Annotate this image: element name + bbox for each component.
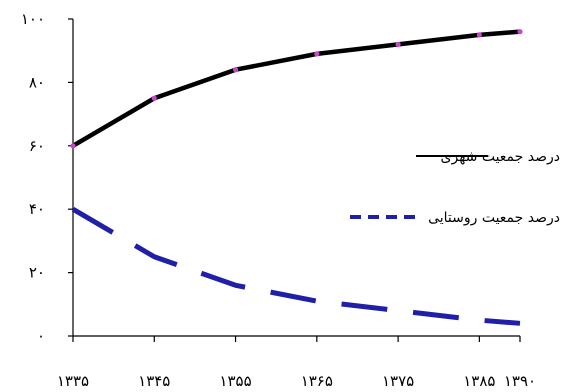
chart-axes: ۰ ۲۰ ۴۰ ۶۰ ۸۰ ۱۰۰ ۱۳۳۵ ۱۳۴۵ ۱۳۵۵ ۱۳۶۵ ۱۳۷۵ ۱۳۸۵ ۱۳۹۰ — [21, 10, 536, 390]
y-tick-label: ۰ — [37, 327, 45, 345]
legend-label-urban: درصد جمعیت شهری — [441, 149, 560, 165]
x-tick-label: ۱۳۳۵ — [57, 372, 89, 390]
x-tick-label: ۱۳۸۵ — [463, 372, 495, 390]
x-tick-label: ۱۳۵۵ — [219, 372, 251, 390]
series-point-urban — [232, 67, 239, 73]
series-point-urban — [314, 51, 320, 57]
y-tick-label: ۴۰ — [29, 200, 45, 218]
chart-legend: درصد جمعیت شهری درصد جمعیت روستایی — [350, 149, 560, 226]
series-point-urban — [70, 143, 76, 149]
chart-series — [70, 29, 523, 326]
series-point-urban — [517, 29, 523, 35]
series-point-urban — [151, 95, 157, 101]
x-tick-label: ۱۳۷۵ — [382, 372, 414, 390]
x-tick-label: ۱۳۹۰ — [504, 372, 536, 390]
legend-label-rural: درصد جمعیت روستایی — [428, 210, 560, 226]
y-tick-label: ۸۰ — [29, 73, 45, 91]
series-line-urban — [71, 29, 521, 148]
series-point-urban — [395, 41, 401, 47]
series-point-urban — [476, 32, 482, 38]
y-tick-label: ۶۰ — [29, 137, 45, 155]
x-tick-label: ۱۳۴۵ — [138, 372, 170, 390]
y-tick-label: ۲۰ — [29, 264, 45, 282]
x-tick-label: ۱۳۶۵ — [301, 372, 333, 390]
y-tick-label: ۱۰۰ — [21, 10, 45, 28]
series-line-rural — [71, 207, 521, 326]
